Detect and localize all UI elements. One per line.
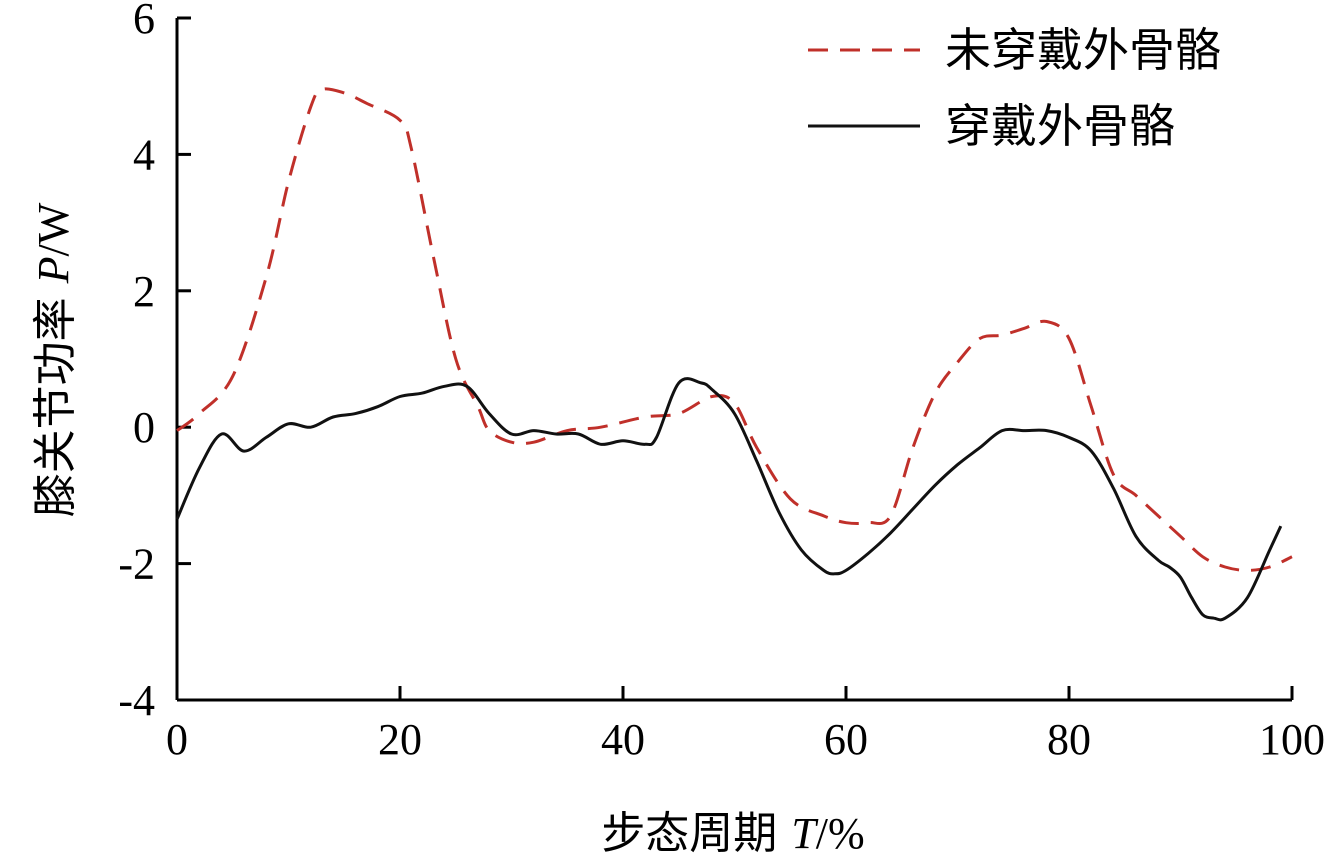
- y-tick-label: -2: [118, 540, 155, 589]
- y-tick-label: 2: [133, 267, 155, 316]
- x-axis-title: 步态周期 T/%: [601, 808, 864, 859]
- y-tick-label: -4: [118, 676, 155, 725]
- x-tick-label: 80: [1047, 715, 1091, 764]
- x-tick-label: 40: [601, 715, 645, 764]
- y-tick-label: 4: [133, 130, 155, 179]
- legend-label-treated: 穿戴外骨骼: [945, 99, 1175, 153]
- y-axis-title: 膝关节功率 P/W: [29, 202, 80, 517]
- series-line-treated: [175, 377, 1283, 622]
- x-tick-label: 0: [166, 715, 188, 764]
- y-tick-label: 0: [133, 403, 155, 452]
- legend-label-untreated: 未穿戴外骨骼: [945, 23, 1221, 77]
- x-tick-label: 100: [1259, 715, 1325, 764]
- x-tick-label: 60: [824, 715, 868, 764]
- axes: [175, 18, 1292, 702]
- ticks: 0 20 40 60 80 100 -4 -2 0 2 4 6: [118, 0, 1325, 764]
- y-tick-label: 6: [133, 0, 155, 43]
- series-layer: [175, 87, 1293, 622]
- series-line-untreated: [176, 87, 1293, 572]
- legend: 未穿戴外骨骼 穿戴外骨骼: [808, 23, 1221, 153]
- x-tick-label: 20: [378, 715, 422, 764]
